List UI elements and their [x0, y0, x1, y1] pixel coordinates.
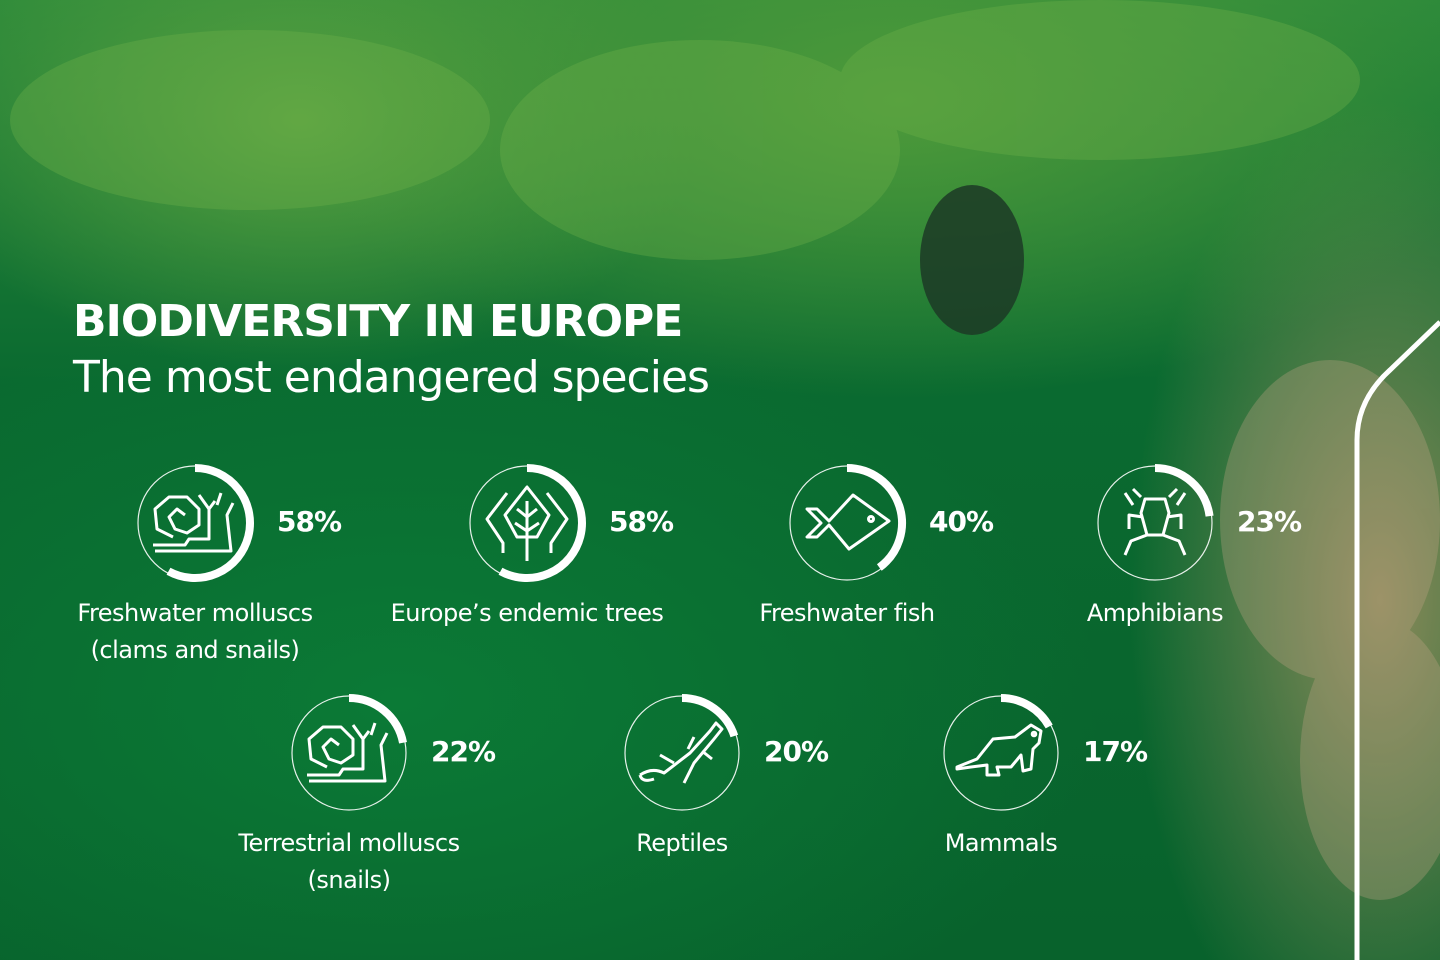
decorative-white-line — [1354, 320, 1440, 960]
progress-ring — [137, 464, 254, 582]
progress-ring — [624, 694, 740, 811]
species-label: Europe’s endemic trees — [327, 595, 727, 632]
ring-fill — [681, 694, 739, 738]
ring-fill — [1000, 694, 1053, 729]
label-line1: Freshwater molluscs — [77, 599, 313, 627]
ring-fill — [166, 464, 254, 582]
label-line1: Freshwater fish — [759, 599, 935, 627]
label-line1: Mammals — [944, 829, 1058, 857]
label-line1: Reptiles — [636, 829, 728, 857]
progress-ring — [1097, 464, 1214, 581]
tree-icon — [485, 485, 569, 561]
percent-value: 58% — [277, 505, 342, 538]
progress-ring — [943, 694, 1059, 811]
percent-value: 20% — [764, 735, 829, 768]
percent-value: 22% — [431, 735, 496, 768]
percent-value: 58% — [609, 505, 674, 538]
label-line2: (snails) — [307, 866, 392, 894]
snail-icon — [307, 722, 389, 783]
snail-icon — [153, 492, 235, 553]
label-line2: (clams and snails) — [90, 636, 300, 664]
species-label: Terrestrial molluscs (snails) — [149, 825, 549, 899]
ring-fill — [846, 464, 906, 571]
label-line1: Terrestrial molluscs — [238, 829, 460, 857]
frog-icon — [1123, 487, 1187, 556]
progress-ring — [789, 464, 906, 581]
progress-ring — [291, 694, 407, 811]
label-line1: Europe’s endemic trees — [390, 599, 664, 627]
percent-value: 17% — [1083, 735, 1148, 768]
label-line1: Amphibians — [1086, 599, 1224, 627]
species-label: Amphibians — [955, 595, 1355, 632]
page-subtitle: The most endangered species — [73, 352, 710, 403]
snail-shell — [920, 185, 1024, 335]
ring-fill — [1154, 464, 1214, 517]
species-label: Freshwater fish — [647, 595, 1047, 632]
ring-fill — [498, 464, 586, 582]
species-label: Mammals — [801, 825, 1201, 862]
lizard-icon — [638, 721, 724, 784]
species-label: Reptiles — [482, 825, 882, 862]
percent-value: 23% — [1237, 505, 1302, 538]
percent-value: 40% — [929, 505, 994, 538]
fish-icon — [805, 493, 891, 551]
species-label: Freshwater molluscs (clams and snails) — [0, 595, 395, 669]
ring-fill — [348, 694, 407, 744]
page-title: BIODIVERSITY IN EUROPE — [73, 296, 683, 347]
mammal-icon — [955, 723, 1043, 777]
progress-ring — [469, 464, 586, 582]
